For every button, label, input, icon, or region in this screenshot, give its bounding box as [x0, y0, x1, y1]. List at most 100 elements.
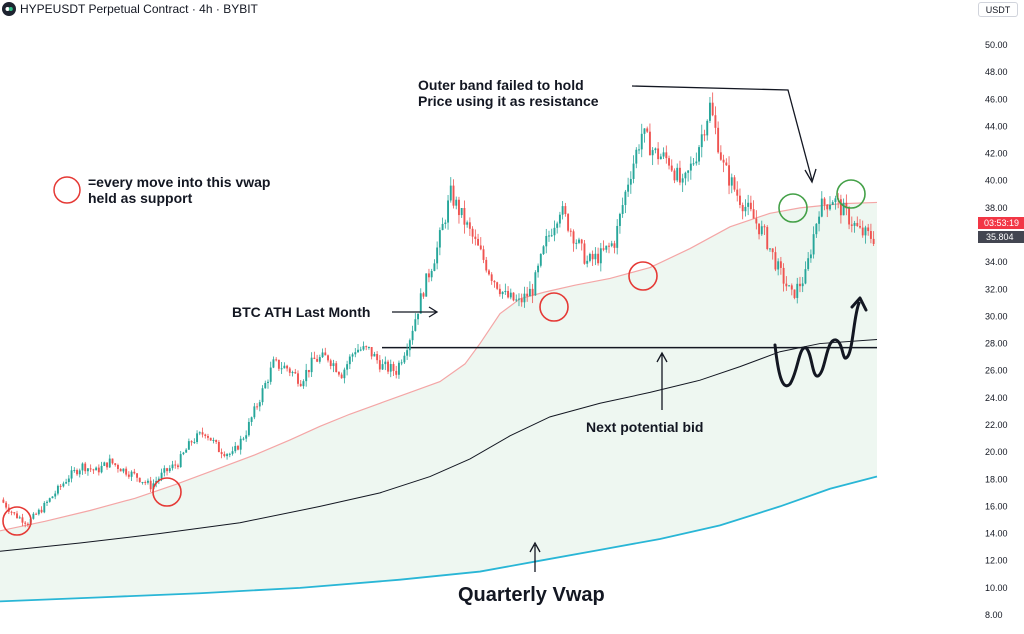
candle-body — [763, 226, 766, 228]
candle-body — [168, 468, 171, 472]
candle-body — [820, 198, 823, 217]
y-tick-label: 22.00 — [985, 420, 1008, 430]
annotations: Outer band failed to hold Price using it… — [2, 77, 868, 606]
currency-selector-button[interactable]: USDT — [978, 2, 1018, 17]
y-tick-label: 38.00 — [985, 203, 1008, 213]
candle-body — [717, 127, 720, 153]
candle-body — [678, 167, 681, 183]
countdown-tag-bg — [978, 217, 1024, 229]
candle-body — [580, 239, 583, 244]
candle-body — [722, 159, 725, 163]
candle-body — [553, 227, 556, 236]
resistance-circle-2 — [836, 179, 866, 209]
candle-body — [425, 273, 428, 297]
candle-body — [627, 184, 630, 192]
candle-body — [430, 270, 433, 278]
candle-body — [346, 364, 349, 370]
quarterly-vwap-text: Quarterly Vwap — [458, 584, 605, 606]
candle-body — [714, 115, 717, 128]
candle-body — [16, 513, 18, 519]
candle-body — [354, 352, 357, 355]
candle-body — [534, 272, 537, 296]
candle-body — [234, 445, 237, 452]
candle-body — [256, 406, 259, 408]
candle-body — [81, 463, 84, 471]
candle-body — [496, 282, 499, 289]
outer-band-arrow-head — [804, 168, 817, 184]
last-price-tag: 35.804 — [986, 232, 1014, 242]
candle-body — [831, 202, 834, 205]
candle-body — [2, 499, 5, 503]
y-tick-label: 18.00 — [985, 474, 1008, 484]
candle-body — [149, 480, 152, 490]
candle-body — [665, 152, 668, 159]
candle-body — [119, 468, 122, 472]
candle-body — [313, 357, 316, 359]
candle-body — [578, 239, 580, 243]
vwap-lines — [0, 201, 878, 603]
candle-body — [59, 485, 62, 487]
candle-body — [507, 290, 510, 298]
candle-body — [550, 235, 553, 237]
symbol-title[interactable]: HYPEUSDT Perpetual Contract · 4h · BYBIT — [20, 2, 258, 16]
candle-body — [613, 243, 616, 248]
candle-body — [526, 293, 529, 297]
candle-body — [597, 253, 600, 264]
candle-body — [307, 369, 310, 373]
candle-body — [125, 468, 128, 475]
y-tick-label: 8.00 — [985, 610, 1003, 620]
candle-body — [207, 436, 209, 438]
candle-body — [5, 502, 8, 508]
candle-body — [108, 458, 111, 468]
candle-body — [111, 458, 114, 464]
candle-body — [864, 227, 867, 236]
candle-body — [100, 465, 103, 473]
candle-body — [799, 283, 801, 287]
next-bid-arrow — [656, 351, 668, 410]
candle-body — [749, 202, 752, 210]
candle-body — [556, 223, 559, 228]
candle-body — [419, 293, 422, 314]
candle-body — [668, 158, 670, 166]
y-tick-label: 30.00 — [985, 311, 1008, 321]
candle-body — [327, 355, 329, 361]
candle-body — [362, 346, 365, 350]
candle-body — [815, 223, 818, 235]
candle-body — [708, 102, 711, 121]
candle-body — [542, 246, 545, 254]
candle-body — [403, 355, 406, 363]
candle-body — [43, 502, 46, 513]
next-bid-text: Next potential bid — [586, 419, 703, 435]
candle-body — [493, 280, 496, 283]
candle-body — [337, 372, 340, 375]
candle-body — [695, 161, 698, 164]
candle-body — [539, 253, 542, 266]
y-tick-label: 46.00 — [985, 94, 1008, 104]
candle-body — [498, 288, 501, 295]
candle-body — [449, 185, 452, 201]
candle-body — [163, 468, 166, 473]
candle-body — [670, 165, 673, 171]
candle-body — [785, 283, 788, 287]
candle-body — [711, 102, 714, 116]
candle-body — [736, 189, 739, 196]
candle-body — [452, 185, 455, 206]
candle-body — [127, 474, 130, 477]
candle-body — [528, 288, 531, 297]
candle-body — [515, 299, 518, 301]
candle-body — [739, 195, 741, 205]
candle-body — [138, 477, 141, 483]
candle-body — [771, 248, 774, 253]
candle-body — [728, 165, 731, 186]
candle-body — [796, 283, 799, 298]
candle-body — [801, 283, 804, 287]
candle-body — [460, 208, 463, 216]
candle-body — [89, 468, 92, 470]
candle-body — [179, 454, 182, 468]
candle-body — [850, 224, 853, 226]
candle-body — [174, 464, 177, 466]
candle-body — [67, 478, 70, 483]
y-tick-label: 44.00 — [985, 121, 1008, 131]
candle-body — [70, 470, 73, 479]
